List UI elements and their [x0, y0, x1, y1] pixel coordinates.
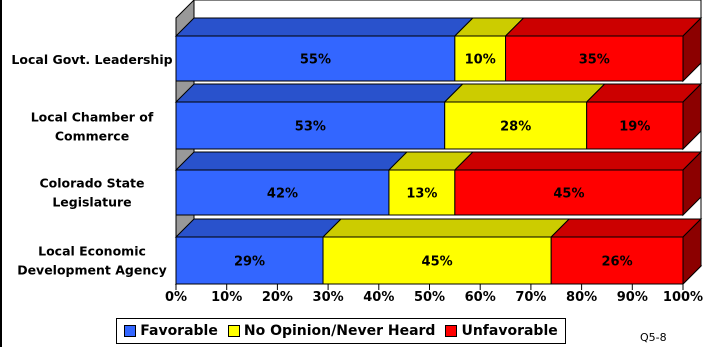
category-label-4-line-1: Local Economic [38, 244, 146, 259]
category-label-3-line-1: Colorado State [40, 176, 145, 191]
data-label-1-3: 35% [579, 53, 610, 68]
bar-side-2 [682, 82, 702, 151]
data-label-1-1: 55% [300, 53, 331, 68]
x-tick-label-8: 80% [566, 290, 597, 305]
legend-label-3: Unfavorable [461, 323, 558, 339]
category-label-3-line-2: Legislature [52, 195, 131, 210]
data-label-3-1: 42% [267, 187, 298, 202]
bar-segment-2-no-opinion-never-heard [444, 101, 588, 150]
legend-swatch-3 [445, 325, 458, 337]
legend-swatch-2 [227, 325, 240, 337]
x-tick-label-7: 70% [515, 290, 546, 305]
x-tick-label-4: 40% [363, 290, 394, 305]
data-label-3-2: 13% [406, 187, 437, 202]
data-label-2-3: 19% [619, 120, 650, 135]
bar-segment-3-unfavorable [454, 169, 684, 216]
bar-segment-4-unfavorable [550, 236, 684, 285]
bar-top-4-3 [549, 218, 703, 238]
legend-label-1: Favorable [140, 323, 218, 339]
x-tick-label-9: 90% [617, 290, 648, 305]
bar-segment-3-no-opinion-never-heard [388, 169, 456, 216]
bar-top-3-3 [453, 151, 703, 171]
x-tick-label-6: 60% [465, 290, 496, 305]
data-label-4-3: 26% [602, 255, 633, 270]
legend-item-2: No Opinion/Never Heard [227, 323, 436, 339]
legend-label-2: No Opinion/Never Heard [243, 323, 436, 339]
category-label-2-line-2: Commerce [55, 129, 129, 144]
data-label-2-1: 53% [295, 120, 326, 135]
question-code: Q5-8 [640, 331, 667, 344]
bar-segment-1-favorable [175, 35, 456, 82]
data-label-1-2: 10% [465, 53, 496, 68]
legend-swatch-1 [124, 325, 137, 337]
bar-top-3-1 [174, 151, 409, 171]
bar-segment-1-no-opinion-never-heard [454, 35, 507, 82]
category-label-1-line-1: Local Govt. Leadership [11, 52, 172, 67]
x-tick-label-1: 10% [211, 290, 242, 305]
bar-side-1 [682, 16, 702, 83]
x-tick-label-0: 0% [165, 290, 187, 305]
category-label-4-line-2: Development Agency [17, 263, 167, 278]
bar-segment-2-favorable [175, 101, 446, 150]
bar-top-4-1 [174, 218, 343, 238]
data-label-2-2: 28% [500, 120, 531, 135]
bar-top-1-1 [174, 17, 475, 37]
legend-item-1: Favorable [124, 323, 218, 339]
bar-top-2-3 [585, 83, 703, 103]
data-label-3-3: 45% [553, 187, 584, 202]
bar-top-4-2 [321, 218, 571, 238]
data-label-4-2: 45% [422, 255, 453, 270]
chart-legend: Favorable No Opinion/Never Heard Unfavorab… [116, 318, 566, 344]
bar-top-2-1 [174, 83, 464, 103]
bar-side-4 [682, 217, 702, 286]
x-tick-label-2: 20% [262, 290, 293, 305]
category-label-2-line-1: Local Chamber of [31, 110, 154, 125]
legend-item-3: Unfavorable [445, 323, 558, 339]
x-tick-label-10: 100% [663, 290, 703, 305]
data-label-4-1: 29% [234, 255, 265, 270]
bar-segment-4-no-opinion-never-heard [322, 236, 552, 285]
bar-top-2-2 [443, 83, 606, 103]
x-tick-label-5: 50% [414, 290, 445, 305]
bar-top-1-3 [504, 17, 703, 37]
bar-side-3 [682, 150, 702, 217]
x-tick-label-3: 30% [313, 290, 344, 305]
